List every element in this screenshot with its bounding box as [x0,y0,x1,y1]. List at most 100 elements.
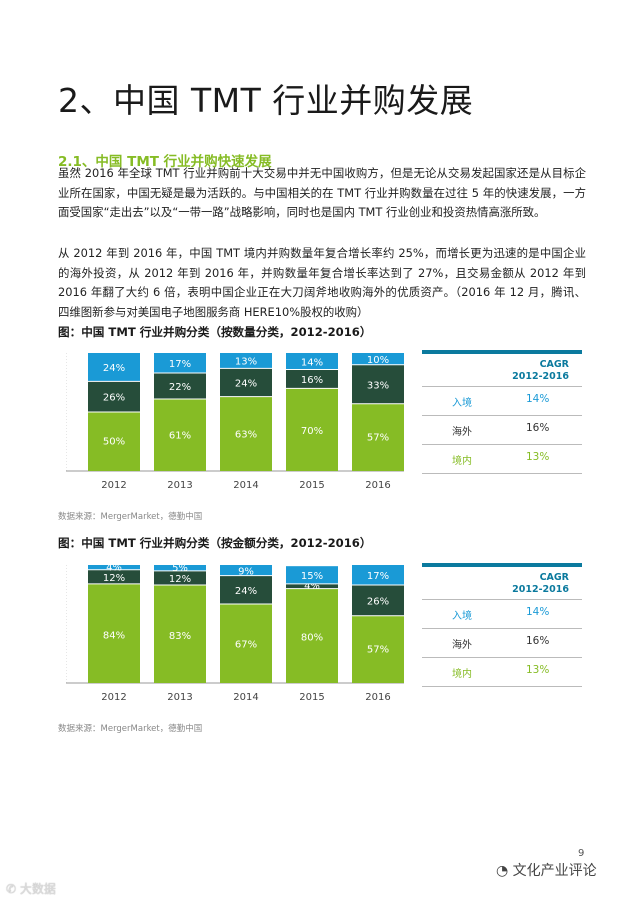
bar-inbound-2015 [286,353,338,370]
tick-label-2012: 2012 [101,692,126,703]
data-label-domestic-2015: 80% [301,633,323,644]
bar-domestic-2012 [88,583,140,683]
chart-2-source: 数据来源：MergerMarket，德勤中国 [58,724,203,734]
data-label-inbound-2014: 9% [238,566,254,577]
cagr-row-label: 海外 [452,640,472,651]
data-label-outbound-2016: 33% [367,380,389,391]
data-label-inbound-2015: 15% [301,571,323,582]
data-label-outbound-2014: 24% [235,379,257,390]
data-label-outbound-2013: 22% [169,382,191,393]
bar-inbound-2012 [88,565,140,570]
tick-label-2015: 2015 [299,692,324,703]
bar-outbound-2015 [286,369,338,389]
chart-1-title: 图：中国 TMT 行业并购分类（按数量分类，2012-2016） [58,325,372,339]
cagr-row-inbound: 入境 14% [422,387,582,416]
chart-1-source: 数据来源：MergerMarket，德勤中国 [58,512,203,522]
paragraph-1: 虽然 2016 年全球 TMT 行业并购前十大交易中并无中国收购方，但是无论从交… [58,166,586,219]
data-label-domestic-2013: 61% [169,431,191,442]
data-label-outbound-2014: 24% [235,586,257,597]
bar-domestic-2014 [220,396,272,471]
bar-inbound-2014 [220,353,272,369]
bar-inbound-2016 [352,353,404,365]
data-label-inbound-2013: 5% [172,563,188,574]
tick-label-2014: 2014 [233,692,258,703]
bar-inbound-2016 [352,565,404,586]
bar-domestic-2016 [352,615,404,683]
bar-inbound-2013 [154,353,206,374]
cagr-row-domestic: 境内 13% [422,445,582,474]
cagr-header-label: CAGR [539,572,569,583]
section-title: 2、中国 TMT 行业并购发展 [58,81,474,120]
data-label-domestic-2014: 63% [235,430,257,441]
cagr-row-value: 16% [526,422,550,434]
cagr-row-outbound: 海外 16% [422,629,582,658]
paragraph-2: 从 2012 年到 2016 年，中国 TMT 境内并购数量年复合增长率约 25… [58,246,586,319]
tick-label-2014: 2014 [233,480,258,491]
cagr-row-outbound: 海外 16% [422,416,582,445]
bar-inbound-2013 [154,565,206,571]
bar-domestic-2016 [352,403,404,471]
cagr-header-range: 2012-2016 [512,371,569,382]
cagr-table-2-accent-bar [422,563,582,567]
data-label-inbound-2016: 10% [367,355,389,366]
data-label-inbound-2016: 17% [367,571,389,582]
bar-outbound-2012 [88,381,140,412]
chart-1: 50% 26% 24% 2012 61% 22% 17% 2013 63% 24% 13% 2014 7… [66,350,404,496]
bar-domestic-2013 [154,585,206,683]
bar-outbound-2013 [154,570,206,586]
watermark-weibo: ✆ 大数据 [6,880,56,897]
data-label-inbound-2012: 4% [106,562,122,573]
cagr-table-2: CAGR 2012-2016 入境 14% 海外 16% 境内 13% [422,563,582,687]
data-label-domestic-2015: 70% [301,426,323,437]
chart-1-svg: 50% 26% 24% 2012 61% 22% 17% 2013 63% 24% 13% 2014 7… [66,353,404,491]
bar-outbound-2013 [154,373,206,400]
page-number: 9 [578,848,585,859]
bar-outbound-2014 [220,575,272,604]
chart-2-svg: 84%12%4%201283%12%5%201367%24%9%201480%4… [66,562,404,703]
cagr-header-label: CAGR [539,359,569,370]
data-label-domestic-2012: 50% [103,436,125,447]
subsection-title: 2.1、中国 TMT 行业并购快速发展 [58,154,272,170]
data-label-inbound-2012: 24% [103,363,125,374]
data-label-domestic-2014: 67% [235,639,257,650]
data-label-outbound-2012: 26% [103,393,125,404]
tick-label-2013: 2013 [167,692,192,703]
cagr-table-2-header: CAGR 2012-2016 [422,567,582,600]
watermark-wechat-text: 文化产业评论 [512,863,597,879]
weibo-icon: ✆ [6,882,17,896]
data-label-domestic-2012: 84% [103,630,125,641]
cagr-row-value: 16% [526,635,550,647]
bar-outbound-2016 [352,585,404,616]
cagr-header-range: 2012-2016 [512,584,569,595]
cagr-row-value: 13% [526,664,550,676]
data-label-domestic-2016: 57% [367,433,389,444]
data-label-outbound-2013: 12% [169,574,191,585]
wechat-icon: ◔ [496,863,509,879]
data-label-outbound-2015: 4% [304,581,320,592]
chart-2-title: 图：中国 TMT 行业并购分类（按金额分类，2012-2016） [58,536,372,550]
cagr-row-label: 入境 [452,611,472,622]
bar-outbound-2015 [286,583,338,589]
bar-outbound-2014 [220,368,272,397]
cagr-row-label: 海外 [452,427,472,438]
cagr-row-label: 境内 [452,669,472,680]
cagr-row-value: 13% [526,451,550,463]
bar-inbound-2015 [286,566,338,584]
cagr-row-inbound: 入境 14% [422,600,582,629]
data-label-inbound-2014: 13% [235,357,257,368]
tick-label-2013: 2013 [167,480,192,491]
bar-domestic-2012 [88,412,140,471]
tick-label-2016: 2016 [365,692,390,703]
bar-domestic-2013 [154,399,206,471]
cagr-row-value: 14% [526,606,550,618]
bar-domestic-2015 [286,388,338,471]
bar-inbound-2012 [88,353,140,382]
data-label-inbound-2015: 14% [301,357,323,368]
cagr-table-1-accent-bar [422,350,582,354]
data-label-domestic-2013: 83% [169,631,191,642]
chart-2: 84% 12% 4% 2012 83% 12% 5% 2013 67% 24% 9% 2014 80% 4… [66,562,404,707]
cagr-table-1-header: CAGR 2012-2016 [422,354,582,387]
cagr-row-domestic: 境内 13% [422,658,582,687]
bar-domestic-2014 [220,603,272,683]
bar-outbound-2016 [352,364,404,404]
